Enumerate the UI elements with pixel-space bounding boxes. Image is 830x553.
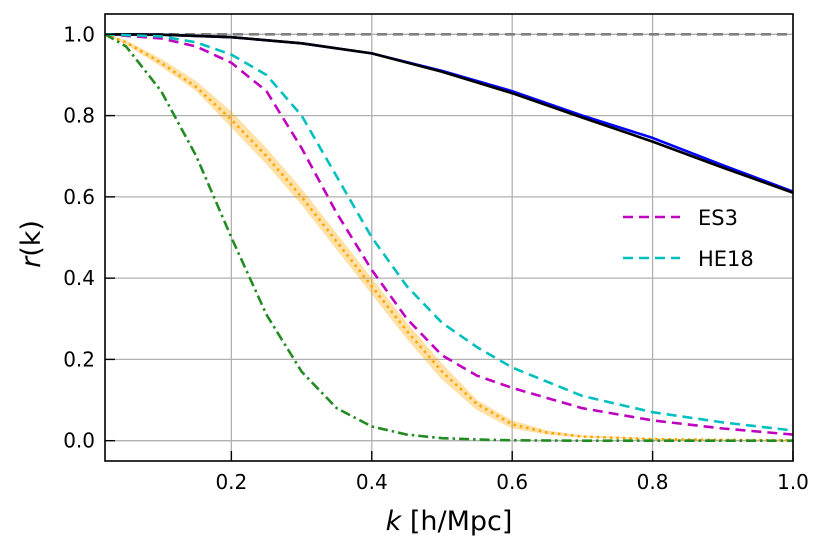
legend-label: HE18 <box>698 247 754 271</box>
uncertainty-bands <box>105 34 793 441</box>
series-line-4 <box>105 33 793 432</box>
y-tick-label: 0.6 <box>63 185 95 209</box>
x-tick-label: 0.4 <box>356 470 388 494</box>
legend-label: ES3 <box>698 206 738 230</box>
series-band <box>105 34 793 441</box>
y-tick-label: 0.8 <box>63 104 95 128</box>
series-line-6 <box>105 33 793 443</box>
plot-frame <box>104 13 794 462</box>
x-tick-label: 0.2 <box>215 470 247 494</box>
ticks <box>105 33 794 461</box>
y-tick-label: 1.0 <box>63 22 95 46</box>
x-axis-label: k [h/Mpc] <box>386 506 513 537</box>
series-line-1 <box>105 33 793 193</box>
series-lines <box>105 32 793 443</box>
x-tick-label: 1.0 <box>777 470 809 494</box>
y-tick-label: 0.4 <box>63 266 95 290</box>
series-line-2 <box>105 33 793 195</box>
series-line-3 <box>105 33 793 436</box>
grid <box>105 14 794 461</box>
x-tick-label: 0.6 <box>496 470 528 494</box>
tick-labels: 0.2 0.4 0.6 0.8 1.0 0.0 0.2 0.4 0.6 0.8 1.0 <box>63 22 809 494</box>
legend: ES3 HE18 <box>623 206 754 271</box>
x-tick-label: 0.8 <box>637 470 669 494</box>
y-tick-label: 0.0 <box>63 429 95 453</box>
y-axis-label: r(k) <box>16 220 47 268</box>
y-tick-label: 0.2 <box>63 347 95 371</box>
series-line-5 <box>105 33 793 442</box>
